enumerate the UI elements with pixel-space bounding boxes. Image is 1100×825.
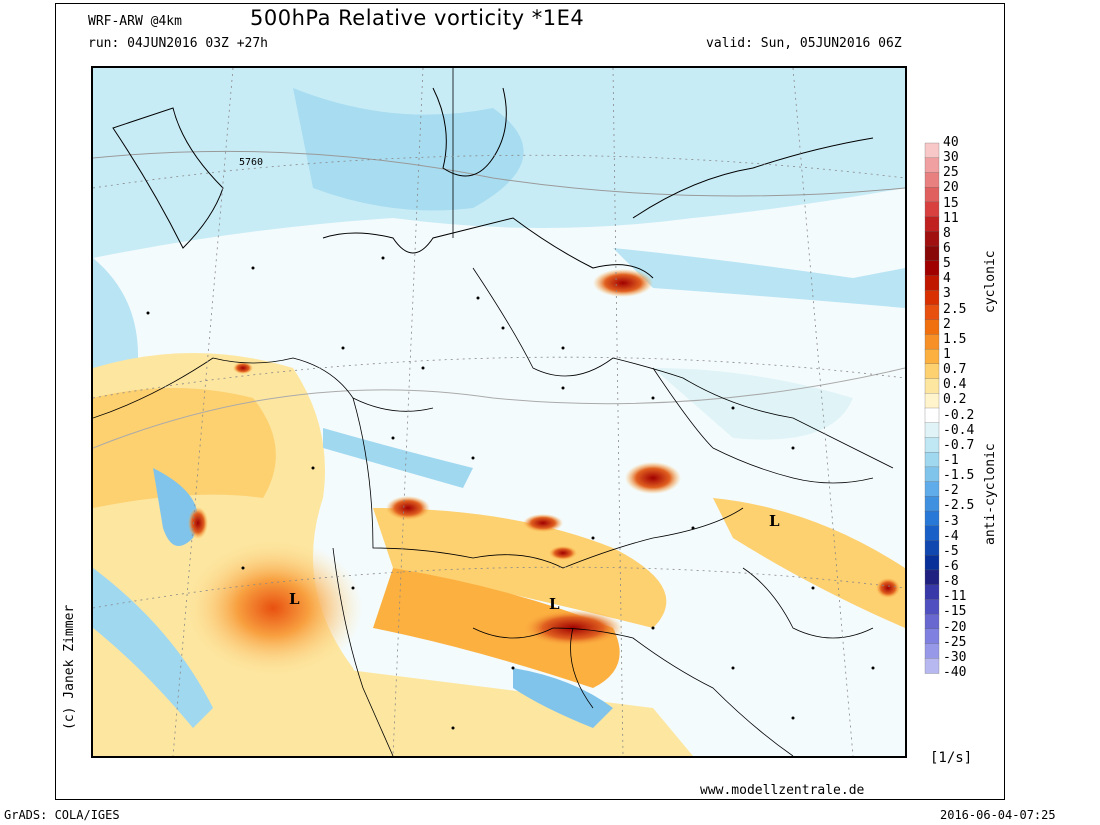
- valid-time-label: valid: Sun, 05JUN2016 06Z: [706, 36, 902, 51]
- colorbar-tick-label: 1: [943, 347, 951, 362]
- chart-title: 500hPa Relative vorticity *1E4: [250, 6, 585, 30]
- colorbar-tick-label: 2.5: [943, 301, 967, 317]
- colorbar-tick-label: -0.4: [943, 422, 975, 438]
- colorbar-tick-label: 6: [943, 241, 951, 256]
- colorbar-swatch: [924, 599, 940, 615]
- colorbar-swatch: [924, 231, 940, 247]
- colorbar-swatch: [924, 525, 940, 542]
- colorbar-tick-label: -40: [943, 665, 967, 680]
- colorbar-swatch: [924, 275, 940, 291]
- colorbar-swatch: [924, 466, 940, 483]
- colorbar-swatch: [924, 540, 940, 556]
- colorbar-swatch: [924, 481, 940, 497]
- colorbar-tick-label: -4: [943, 528, 959, 544]
- colorbar-tick-label: -3: [943, 513, 959, 529]
- source-url: www.modellzentrale.de: [700, 783, 865, 798]
- colorbar-tick-label: 1.5: [943, 331, 967, 347]
- colorbar-swatch: [924, 613, 940, 630]
- colorbar-swatch: [924, 496, 940, 512]
- colorbar-tick-label: -2: [943, 483, 959, 499]
- low-marker: L: [769, 512, 780, 530]
- colorbar-tick-label: -15: [943, 604, 967, 620]
- colorbar-swatches: [924, 142, 940, 674]
- vorticity-map: 5760 L L L: [91, 66, 907, 758]
- anticyclonic-label: anti-cyclonic: [983, 443, 998, 545]
- colorbar-tick-label: 11: [943, 210, 959, 226]
- colorbar-tick-label: 40: [943, 135, 959, 150]
- colorbar-tick-label: -25: [943, 634, 967, 650]
- colorbar-tick-label: 2: [943, 316, 951, 332]
- low-marker: L: [549, 595, 560, 613]
- colorbar-tick-label: 8: [943, 225, 951, 241]
- colorbar-tick-label: 0.7: [943, 362, 967, 378]
- colorbar-tick-label: 25: [943, 165, 959, 181]
- colorbar-tick-label: -0.2: [943, 407, 975, 423]
- units-label: [1/s]: [930, 750, 973, 766]
- colorbar-swatch: [924, 245, 940, 262]
- colorbar-swatch: [924, 510, 940, 527]
- colorbar-tick-label: -2.5: [943, 498, 975, 514]
- colorbar: [924, 142, 940, 674]
- colorbar-tick-label: 0.2: [943, 392, 967, 408]
- colorbar-swatch: [924, 157, 940, 174]
- colorbar-tick-label: -30: [943, 649, 967, 665]
- colorbar-tick-label: -1.5: [943, 468, 975, 484]
- colorbar-swatch: [924, 304, 940, 321]
- colorbar-swatch: [924, 260, 940, 277]
- grads-credit: GrADS: COLA/IGES: [4, 808, 120, 822]
- map-canvas: 5760 L L L: [93, 68, 905, 756]
- colorbar-swatch: [924, 334, 940, 350]
- colorbar-swatch: [924, 584, 940, 601]
- contour-label: 5760: [239, 157, 263, 168]
- run-time-label: run: 04JUN2016 03Z +27h: [88, 36, 269, 51]
- colorbar-swatch: [924, 452, 940, 468]
- colorbar-swatch: [924, 643, 940, 659]
- colorbar-swatch: [924, 290, 940, 306]
- low-marker: L: [289, 590, 300, 608]
- colorbar-tick-label: 20: [943, 180, 959, 196]
- copyright-label: (c) Janek Zimmer: [62, 604, 77, 730]
- render-timestamp: 2016-06-04-07:25: [940, 808, 1056, 822]
- colorbar-tick-label: -8: [943, 574, 959, 590]
- colorbar-swatch: [924, 201, 940, 218]
- colorbar-tick-label: 3: [943, 286, 951, 302]
- colorbar-tick-label: 15: [943, 195, 959, 211]
- colorbar-swatch: [924, 658, 940, 674]
- model-label: WRF-ARW @4km: [88, 14, 182, 29]
- colorbar-tick-label: 0.4: [943, 377, 967, 393]
- colorbar-swatch: [924, 378, 940, 394]
- colorbar-tick-label: -5: [943, 543, 959, 559]
- colorbar-tick-label: 5: [943, 256, 951, 272]
- colorbar-tick-label: -0.7: [943, 437, 975, 453]
- colorbar-swatch: [924, 407, 940, 424]
- cyclonic-label: cyclonic: [983, 250, 998, 313]
- colorbar-swatch: [924, 363, 940, 380]
- plot-frame: [55, 3, 1005, 800]
- colorbar-swatch: [924, 348, 940, 365]
- colorbar-swatch: [924, 628, 940, 645]
- colorbar-swatch: [924, 172, 940, 188]
- colorbar-tick-label: -1: [943, 453, 959, 468]
- colorbar-swatch: [924, 555, 940, 571]
- colorbar-tick-label: 30: [943, 150, 959, 166]
- colorbar-swatch: [924, 142, 940, 159]
- colorbar-swatch: [924, 187, 940, 203]
- colorbar-swatch: [924, 393, 940, 409]
- colorbar-swatch: [924, 216, 940, 232]
- colorbar-tick-label: -11: [943, 589, 967, 605]
- colorbar-tick-label: 4: [943, 271, 951, 287]
- colorbar-tick-label: -6: [943, 559, 959, 574]
- colorbar-swatch: [924, 569, 940, 586]
- colorbar-swatch: [924, 319, 940, 336]
- colorbar-tick-label: -20: [943, 619, 967, 635]
- colorbar-swatch: [924, 437, 940, 453]
- colorbar-swatch: [924, 422, 940, 439]
